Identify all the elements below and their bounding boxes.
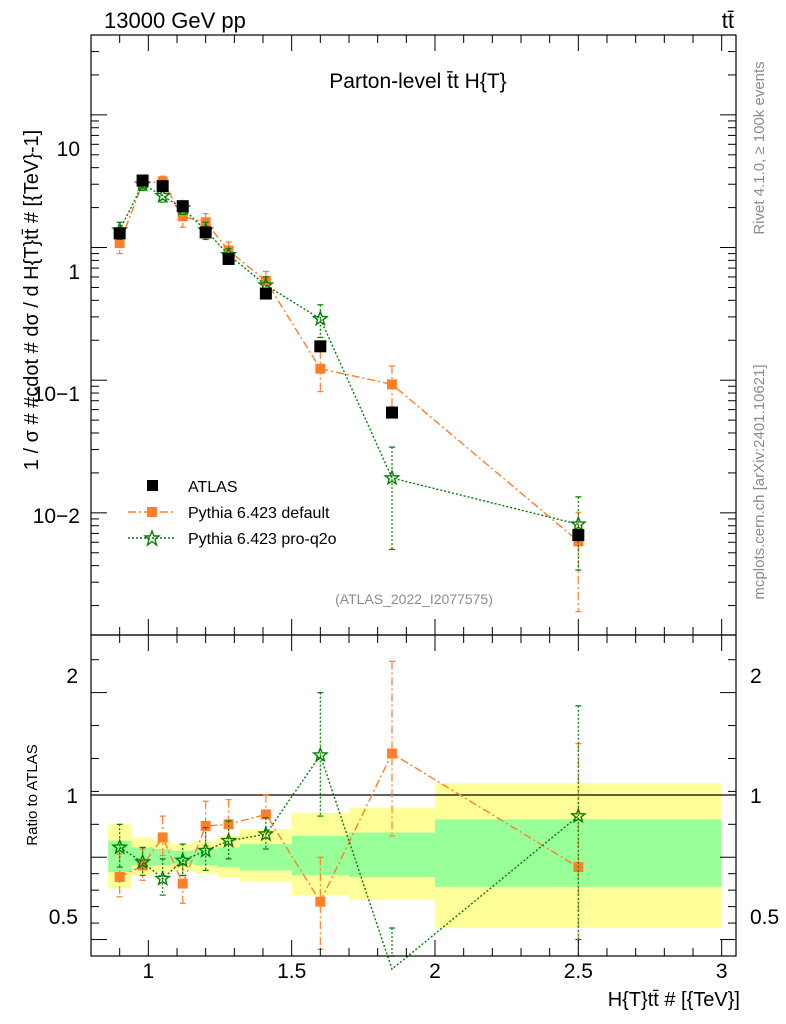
x-tick-label: 2.5 [564, 960, 593, 983]
ratio-proq2o-series-point [133, 853, 152, 870]
x-tick-label: 2 [429, 960, 441, 983]
y-tick-label-0.01: 10−2 [33, 505, 80, 528]
proq2o-series-point [154, 186, 172, 204]
legend: ATLAS Pythia 6.423 default Pythia 6.423 … [128, 479, 337, 548]
ratio-proq2o-series-point [569, 807, 587, 824]
legend-marker-default [147, 507, 157, 517]
ratio-proq2o-series-point [154, 869, 172, 886]
lower-y-axis-label: Ratio to ATLAS [24, 744, 41, 845]
y-tick-label-1: 1 [68, 261, 80, 284]
ratio-proq2o-series-point [219, 831, 238, 849]
legend-marker-atlas [147, 480, 158, 491]
legend-label-default: Pythia 6.423 default [188, 505, 330, 522]
ratio-proq2o-series-point [311, 746, 329, 763]
rivet-label: Rivet 4.1.0, ≥ 100k events [751, 61, 768, 234]
x-axis-label: H{T}tt̄ # [{TeV}] [608, 989, 740, 1011]
y-tick-label-10: 10 [57, 138, 80, 161]
x-tick-label: 1.5 [277, 960, 306, 983]
ratio-tick-right-1: 1 [750, 785, 762, 808]
plot-title: Parton-level t̄t H{T} [329, 70, 506, 93]
ratio-proq2o-series-line [119, 753, 579, 971]
atlas-data-point [259, 287, 272, 300]
legend-label-atlas: ATLAS [188, 479, 238, 496]
x-tick-labels: 1 1.5 2 2.5 3 [142, 960, 727, 983]
ratio-tick-right-0.5: 0.5 [750, 906, 779, 929]
proq2o-series-point [383, 468, 401, 486]
ratio-proq2o-series-point [111, 838, 129, 855]
ratio-tick-left-0.5: 0.5 [49, 906, 78, 929]
ratio-band-inner [349, 832, 435, 877]
proq2o-series-point [569, 515, 587, 532]
proq2o-series-point [311, 309, 329, 327]
default-series-point [177, 211, 188, 222]
ratio-default-series-point [387, 748, 397, 759]
atlas-data-point [199, 226, 212, 239]
legend-label-proq2o: Pythia 6.423 pro-q2o [188, 531, 337, 548]
default-series-point [315, 363, 326, 374]
x-tick-label: 1 [142, 960, 154, 983]
default-series-point [114, 238, 125, 249]
atlas-data-point [113, 227, 126, 240]
default-series-point [387, 379, 397, 390]
atlas-data-point [222, 252, 235, 265]
ratio-default-series-point [260, 809, 271, 820]
ratio-bands [108, 783, 722, 929]
upper-y-axis-label: 1 / σ # #cdot # dσ / d H{T}tt̄ # [{TeV}-… [21, 130, 43, 470]
default-series-point [260, 275, 271, 286]
ratio-band-inner [154, 849, 172, 866]
atlas-data-point [136, 174, 149, 187]
ratio-tick-left-2: 2 [66, 665, 78, 688]
proq2o-series-line [119, 183, 579, 525]
ratio-default-series-point [315, 896, 326, 907]
ratio-tick-right-2: 2 [750, 665, 762, 688]
default-series-line [119, 180, 579, 542]
y-tick-label-0.1: 10−1 [33, 383, 80, 406]
upper-axis-ticks [90, 34, 736, 635]
process-label: tt̄ [722, 8, 734, 33]
energy-label: 13000 GeV pp [104, 8, 246, 33]
ratio-proq2o-series-point [197, 841, 215, 858]
lower-plot-series [111, 660, 587, 971]
analysis-id: (ATLAS_2022_I2077575) [335, 591, 493, 607]
ratio-band-inner [240, 844, 292, 871]
lower-plot-frame [90, 634, 737, 957]
legend-marker-proq2o [143, 529, 161, 547]
atlas-data-point [386, 406, 398, 419]
atlas-data-point [156, 180, 169, 193]
ratio-default-series-point [223, 819, 234, 830]
lower-axis-ticks [90, 635, 736, 957]
atlas-data-point [314, 340, 327, 353]
atlas-data-point [176, 200, 189, 213]
atlas-data-point [572, 529, 585, 542]
ratio-default-series-point [157, 832, 168, 843]
ratio-default-series-point [200, 820, 211, 831]
x-tick-label: 3 [716, 960, 728, 983]
ratio-default-series-point [114, 871, 125, 882]
mcplots-label: mcplots.cern.ch [arXiv:2401.10621] [751, 364, 768, 599]
ratio-proq2o-series-point [257, 825, 275, 842]
ratio-proq2o-series-point [174, 851, 192, 868]
ratio-tick-left-1: 1 [66, 785, 78, 808]
ratio-default-series-point [177, 878, 188, 889]
upper-plot-series [111, 174, 587, 613]
ratio-default-series-line [119, 752, 579, 904]
